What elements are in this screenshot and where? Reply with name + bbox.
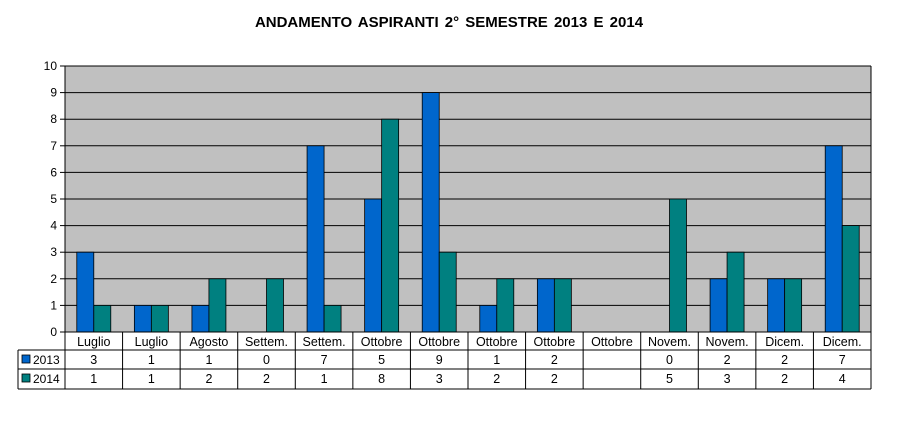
bar-2014-10 [669, 198, 687, 333]
plot-area [65, 65, 872, 333]
data-label-2013: 0 [263, 353, 270, 367]
data-label-2014: 2 [205, 372, 212, 386]
data-label-2014: 2 [263, 372, 270, 386]
y-tick-label: 5 [50, 192, 57, 206]
x-category-label: Ottobre [476, 335, 518, 349]
data-table: Luglio Luglio Agosto Settem. Settem. Ottobre O… [17, 331, 872, 390]
bar-2014-8 [553, 278, 572, 333]
bar-2013-6 [421, 92, 440, 333]
x-category-label: Novem. [706, 335, 749, 349]
y-tick-label: 3 [50, 245, 57, 259]
x-category-label: Ottobre [418, 335, 460, 349]
y-axis: 0 1 2 3 4 5 6 7 8 9 10 [44, 59, 66, 339]
data-label-2013: 1 [205, 353, 212, 367]
data-label-2014: 4 [839, 372, 846, 386]
data-label-2014: 5 [666, 372, 673, 386]
data-label-2013: 2 [781, 353, 788, 367]
data-label-2014: 8 [378, 372, 385, 386]
data-label-2013: 5 [378, 353, 385, 367]
bar-2013-11 [709, 278, 728, 333]
data-label-2014: 1 [321, 372, 328, 386]
legend-label-2014: 2014 [33, 372, 60, 386]
bar-2014-11 [726, 251, 745, 333]
bar-2014-5 [381, 118, 400, 333]
x-category-label: Ottobre [534, 335, 576, 349]
data-label-2014: 1 [90, 372, 97, 386]
y-tick-label: 0 [50, 325, 57, 339]
x-category-label: Settem. [245, 335, 288, 349]
bar-2014-3 [266, 278, 284, 333]
data-label-2014: 2 [551, 372, 558, 386]
data-label-2014: 2 [493, 372, 500, 386]
bar-2014-13 [841, 225, 860, 333]
y-tick-label: 2 [50, 272, 57, 286]
legend-label-2013: 2013 [33, 353, 60, 367]
bar-2014-12 [784, 278, 803, 333]
bar-2014-0 [93, 304, 112, 333]
bar-2013-1 [133, 304, 152, 333]
data-label-2013: 1 [148, 353, 155, 367]
data-label-2013: 2 [724, 353, 731, 367]
x-category-label: Ottobre [591, 335, 633, 349]
data-label-2014: 1 [148, 372, 155, 386]
x-category-label: Luglio [135, 335, 168, 349]
data-label-2013: 3 [90, 353, 97, 367]
x-category-label: Settem. [303, 335, 346, 349]
y-tick-label: 6 [50, 165, 57, 179]
data-label-2013: 2 [551, 353, 558, 367]
y-tick-label: 4 [50, 219, 57, 233]
bar-2014-7 [496, 278, 515, 333]
bar-2013-7 [479, 304, 498, 333]
y-tick-label: 10 [44, 59, 58, 73]
bar-2013-8 [536, 278, 555, 333]
x-category-label: Ottobre [361, 335, 403, 349]
x-category-label: Novem. [648, 335, 691, 349]
x-category-label: Luglio [77, 335, 110, 349]
y-tick-label: 1 [50, 298, 57, 312]
x-category-label: Dicem. [765, 335, 804, 349]
bar-2013-5 [364, 198, 383, 333]
data-label-2014: 3 [724, 372, 731, 386]
bar-2013-2 [191, 304, 210, 333]
legend-key-2013 [21, 354, 31, 364]
bar-2013-4 [306, 145, 325, 333]
bar-2013-12 [767, 278, 786, 333]
x-category-label: Dicem. [823, 335, 862, 349]
bar-2014-1 [150, 304, 169, 333]
bar-2014-6 [438, 251, 457, 333]
data-label-2013: 1 [493, 353, 500, 367]
y-tick-label: 9 [50, 86, 57, 100]
bar-2013-13 [824, 145, 843, 333]
data-label-2013: 7 [321, 353, 328, 367]
bar-2014-2 [208, 278, 227, 333]
data-label-2014: 3 [436, 372, 443, 386]
bar-2013-0 [76, 251, 95, 333]
data-label-2013: 7 [839, 353, 846, 367]
x-category-label: Agosto [189, 335, 228, 349]
chart-title: ANDAMENTO ASPIRANTI 2° SEMESTRE 2013 E 2… [254, 14, 644, 31]
data-label-2013: 9 [436, 353, 443, 367]
data-label-2013: 0 [666, 353, 673, 367]
bars [76, 92, 860, 333]
data-label-2014: 2 [781, 372, 788, 386]
legend-key-2014 [21, 373, 31, 383]
y-tick-label: 8 [50, 112, 57, 126]
y-tick-label: 7 [50, 139, 57, 153]
bar-2014-4 [323, 304, 342, 333]
